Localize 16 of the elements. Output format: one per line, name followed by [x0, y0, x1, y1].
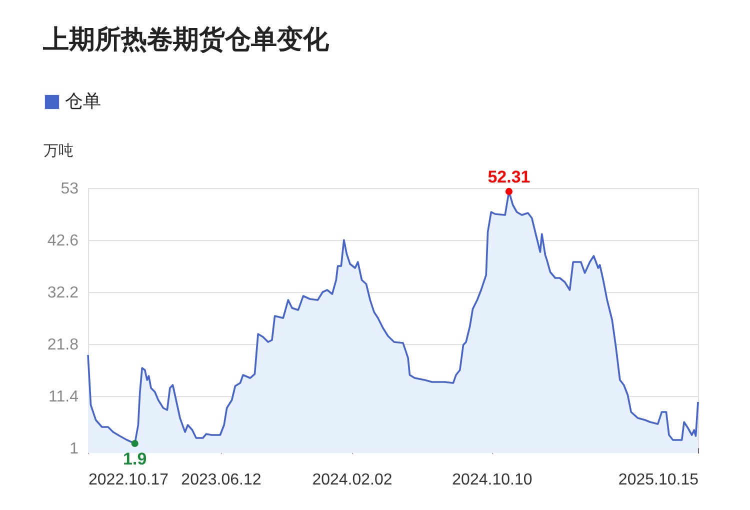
y-tick-label: 53 [60, 180, 79, 198]
y-tick-label: 11.4 [48, 388, 79, 406]
x-tick-label: 2023.06.12 [181, 472, 262, 488]
y-axis-title: 万吨 [44, 142, 74, 160]
chart-title: 上期所热卷期货仓单变化 [42, 24, 330, 54]
x-tick-label: 2025.10.15 [618, 472, 699, 488]
x-tick-label: 2024.02.02 [312, 472, 392, 488]
annotation: 52.31 [488, 167, 530, 186]
annotation: 1.9 [123, 450, 147, 468]
y-tick-label: 42.6 [47, 232, 79, 250]
legend-label: 仓单 [65, 91, 101, 111]
y-tick-label: 1 [70, 440, 79, 458]
y-tick-label: 32.2 [47, 284, 79, 302]
y-tick-label: 21.8 [47, 336, 79, 354]
x-tick-label: 2022.10.17 [88, 472, 169, 488]
x-tick-label: 2024.10.10 [452, 472, 532, 488]
